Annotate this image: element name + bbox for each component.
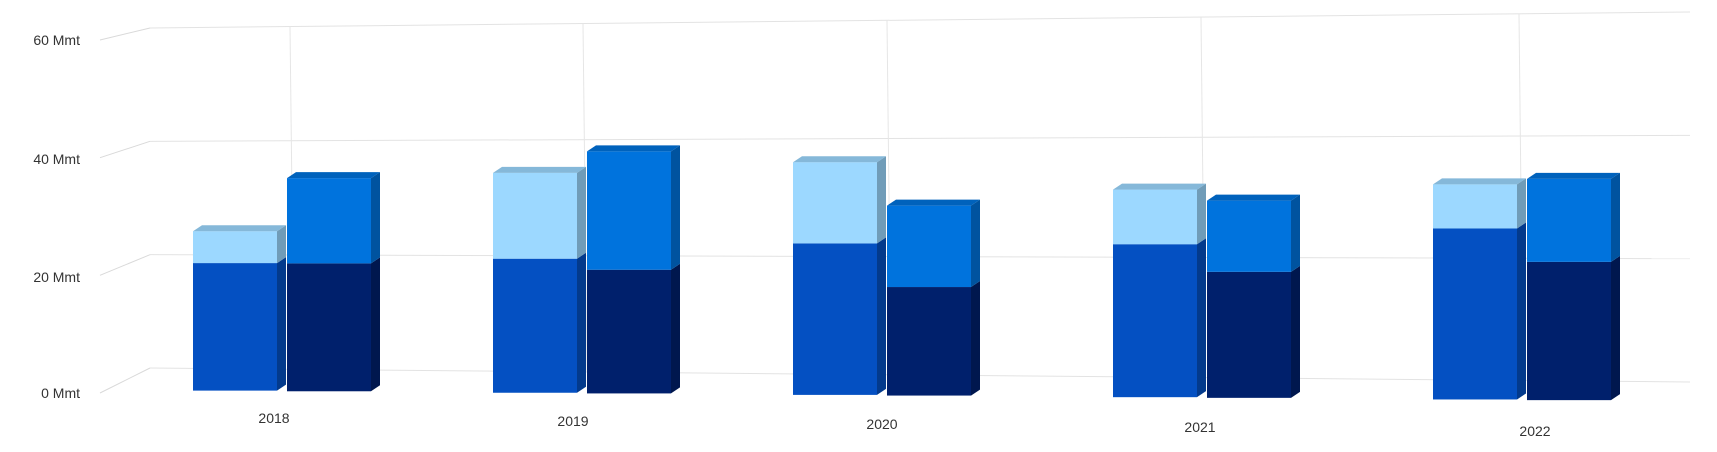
- bar-segment-side: [971, 281, 980, 396]
- bar-segment-top: [493, 166, 586, 173]
- x-axis: 2018 2019 2020 2021 2022: [258, 410, 1550, 439]
- grid-line: [99, 27, 151, 41]
- bar-segment: [1433, 184, 1517, 229]
- bar-segment-side: [277, 225, 286, 264]
- bar-segment-top: [587, 145, 680, 152]
- bar-segment-side: [1197, 183, 1206, 245]
- bar-segment-side: [1611, 172, 1620, 262]
- bar-segment: [1433, 228, 1517, 400]
- bar-segment: [1207, 200, 1291, 272]
- grid-line: [149, 134, 1691, 142]
- bar-segment-top: [793, 156, 886, 163]
- bar-segment: [587, 151, 671, 270]
- bar-segment-side: [877, 237, 886, 395]
- bar-segment: [1527, 261, 1611, 401]
- bar-segment: [287, 263, 371, 392]
- y-tick-label: 0 Mmt: [41, 385, 80, 401]
- bar-segment-top: [1527, 172, 1620, 179]
- bar-segment-side: [1291, 194, 1300, 272]
- bar-segment-side: [1517, 178, 1526, 229]
- bar-segment-side: [1611, 255, 1620, 401]
- y-tick-label: 60 Mmt: [33, 32, 80, 48]
- bar-segment: [1113, 189, 1197, 245]
- bar-segment-top: [1433, 178, 1526, 185]
- grid-line: [99, 140, 151, 159]
- x-tick-label: 2022: [1519, 423, 1550, 439]
- y-tick-label: 40 Mmt: [33, 151, 80, 167]
- bar-segment-side: [1291, 265, 1300, 398]
- bar-segment-side: [277, 257, 286, 391]
- bar-segment: [887, 205, 971, 288]
- x-tick-label: 2020: [866, 416, 897, 432]
- bar-segment-side: [877, 156, 886, 244]
- bar-segment: [587, 269, 671, 394]
- bar-segment: [193, 263, 277, 391]
- grid-line: [99, 367, 151, 394]
- x-tick-label: 2018: [258, 410, 289, 426]
- bar-segment: [193, 231, 277, 264]
- bar-segment-side: [371, 172, 380, 264]
- grid-line: [99, 254, 151, 276]
- bar-segment-top: [193, 225, 286, 232]
- bar-segment-top: [887, 199, 980, 206]
- bars: [193, 145, 1620, 401]
- bar-segment: [493, 258, 577, 393]
- bar-segment-side: [671, 263, 680, 394]
- bar-segment-top: [1207, 194, 1300, 201]
- bar-segment-side: [577, 166, 586, 259]
- bar-segment-top: [1113, 183, 1206, 190]
- bar-segment: [793, 162, 877, 244]
- bar-segment-side: [671, 145, 680, 270]
- bar-segment: [793, 243, 877, 395]
- y-tick-label: 20 Mmt: [33, 269, 80, 285]
- bar-segment: [493, 172, 577, 259]
- bar-segment: [887, 287, 971, 396]
- bar-segment-side: [577, 252, 586, 393]
- bar-segment-side: [371, 257, 380, 392]
- bar-segment-side: [971, 199, 980, 288]
- bar-segment-side: [1197, 238, 1206, 398]
- bar-segment: [1527, 178, 1611, 262]
- bar-segment: [1207, 271, 1291, 398]
- x-tick-label: 2019: [557, 413, 588, 429]
- bar-segment-side: [1517, 222, 1526, 400]
- y-axis: 0 Mmt 20 Mmt 40 Mmt 60 Mmt: [33, 32, 80, 401]
- bar-segment-top: [287, 172, 380, 179]
- x-tick-label: 2021: [1184, 419, 1215, 435]
- bar-segment: [1113, 244, 1197, 398]
- grid-line: [149, 11, 1691, 29]
- bar-segment: [287, 178, 371, 264]
